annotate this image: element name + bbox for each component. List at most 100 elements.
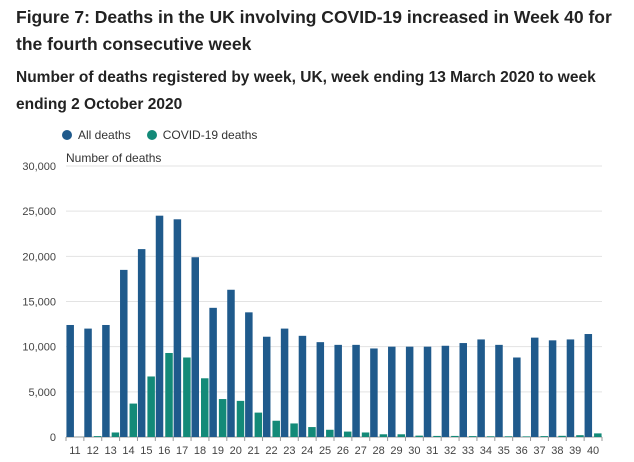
bar-covid-deaths [236,400,245,437]
bar-all-deaths [155,215,164,437]
x-tick-label: 36 [515,445,527,457]
bar-covid-deaths [254,412,263,437]
x-tick-label: 29 [390,445,402,457]
bar-all-deaths [66,324,74,437]
x-tick-label: 20 [230,445,242,457]
x-tick-label: 30 [408,445,420,457]
bar-covid-deaths [93,436,102,437]
bar-covid-deaths [451,435,459,437]
bar-covid-deaths [415,435,423,437]
bar-covid-deaths [594,433,602,437]
x-tick-label: 33 [462,445,474,457]
bar-covid-deaths [469,436,477,437]
bar-all-deaths [405,346,414,437]
x-tick-label: 14 [122,445,134,457]
bar-covid-deaths [486,436,495,437]
bar-covid-deaths [165,352,173,437]
bar-all-deaths [459,343,467,437]
bar-all-deaths [262,336,271,437]
x-tick-label: 32 [444,445,456,457]
y-tick-label: 0 [50,432,56,444]
bar-all-deaths [513,357,521,437]
x-tick-label: 13 [105,445,117,457]
bar-all-deaths [388,346,396,437]
bar-all-deaths [334,344,342,437]
x-tick-label: 15 [140,445,152,457]
bar-all-deaths [298,335,307,437]
bar-all-deaths [84,328,92,437]
x-tick-label: 23 [283,445,295,457]
bar-covid-deaths [147,376,155,437]
bar-covid-deaths [397,434,406,437]
y-tick-label: 20,000 [22,251,56,263]
legend: All deaths COVID-19 deaths [62,128,273,142]
bar-all-deaths [316,342,325,437]
x-tick-label: 11 [69,445,80,457]
x-tick-label: 12 [87,445,99,457]
bar-covid-deaths [129,403,138,437]
legend-label-all-deaths: All deaths [78,128,131,142]
bar-all-deaths [209,307,217,437]
legend-label-covid-deaths: COVID-19 deaths [162,128,258,142]
x-tick-label: 19 [212,445,224,457]
bar-all-deaths [441,345,450,437]
bar-covid-deaths [433,435,441,437]
x-tick-label: 28 [373,445,385,457]
y-tick-label: 5,000 [28,387,56,399]
y-tick-label: 30,000 [22,161,56,173]
bar-covid-deaths [379,434,388,437]
x-tick-label: 27 [355,445,367,457]
bar-covid-deaths [522,436,531,437]
bar-all-deaths [137,249,146,437]
x-tick-label: 31 [426,445,438,457]
bar-all-deaths [370,348,378,437]
y-tick-label: 15,000 [22,297,56,309]
chart-subtitle: Number of deaths registered by week, UK,… [16,69,596,113]
bar-all-deaths [423,346,432,437]
legend-item-covid-deaths[interactable]: COVID-19 deaths [146,128,258,142]
x-tick-label: 40 [587,445,599,457]
bar-all-deaths [530,337,539,437]
chart-title: Figure 7: Deaths in the UK involving COV… [16,7,612,54]
x-tick-label: 38 [551,445,563,457]
bar-all-deaths [548,340,557,437]
x-tick-label: 16 [158,445,170,457]
bar-all-deaths [173,219,182,437]
bar-covid-deaths [218,399,227,437]
bar-covid-deaths [343,431,352,437]
legend-item-all-deaths[interactable]: All deaths [62,128,131,142]
bar-all-deaths [191,257,199,437]
bar-all-deaths [227,289,235,437]
y-tick-label: 25,000 [22,206,56,218]
y-tick-label: 10,000 [22,342,56,354]
bar-covid-deaths [504,436,513,437]
x-tick-label: 17 [176,445,188,457]
bar-all-deaths [477,339,485,437]
bar-covid-deaths [576,435,584,437]
bar-covid-deaths [540,436,548,437]
all-deaths-swatch-icon [62,130,72,140]
y-axis-label: Number of deaths [66,151,162,165]
x-tick-label: 35 [498,445,510,457]
x-tick-label: 22 [265,445,277,457]
bar-all-deaths [280,328,289,437]
covid-deaths-swatch-icon [146,130,157,140]
bar-all-deaths [245,312,253,437]
bar-all-deaths [352,344,360,437]
x-tick-label: 24 [301,445,313,457]
x-tick-label: 25 [319,445,331,457]
bar-all-deaths [102,324,110,437]
bar-all-deaths [120,269,128,437]
x-tick-label: 18 [194,445,206,457]
bar-covid-deaths [201,378,209,437]
bar-covid-deaths [183,357,191,437]
bar-all-deaths [495,344,503,437]
bar-covid-deaths [361,432,370,437]
x-tick-label: 26 [337,445,349,457]
bar-all-deaths [566,339,575,437]
x-tick-label: 34 [480,445,492,457]
x-tick-label: 39 [569,445,581,457]
bar-covid-deaths [111,432,120,437]
x-tick-label: 37 [533,445,545,457]
